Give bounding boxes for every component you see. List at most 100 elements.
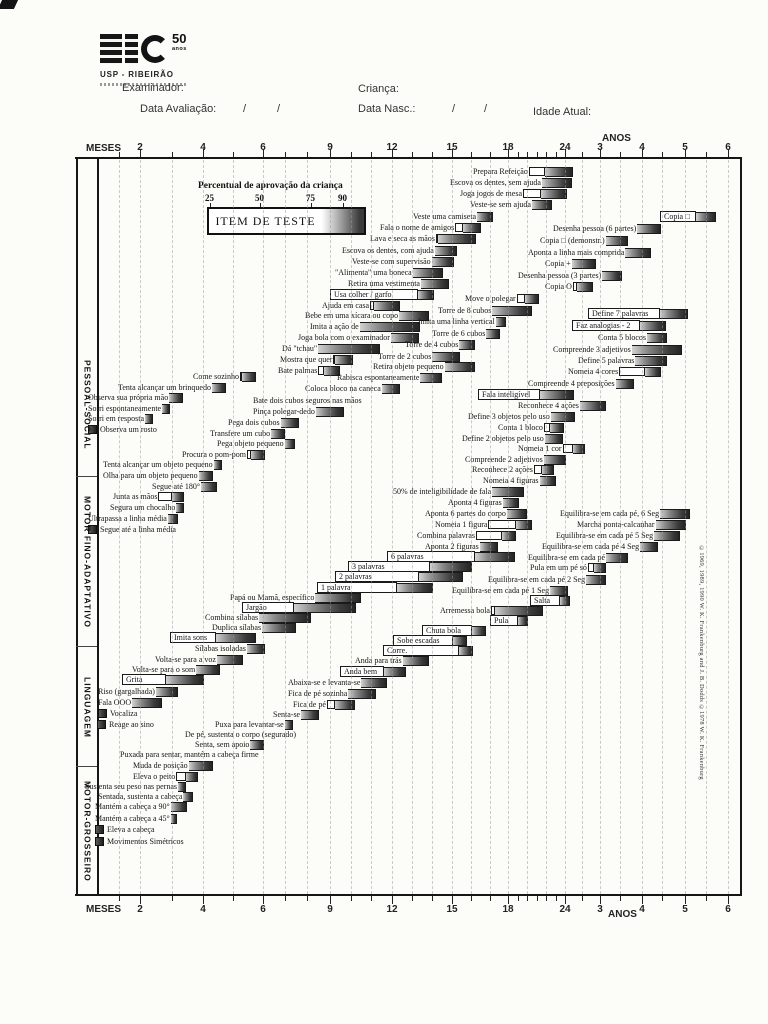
item-label: Retira objeto pequeno [373,361,444,371]
item-label: Joga bola com o examinador [298,332,390,342]
item-bar-shaded [335,354,354,365]
item-bar-shaded [397,582,433,593]
axis-tick-label-top: 9 [327,142,333,153]
gridline [432,160,433,894]
gridline [203,160,204,894]
item-bar-shaded [418,289,434,300]
test-item: Duplica sílabas [212,622,297,633]
item-label: Combina sílabas [205,612,259,622]
test-item: Conta 5 blocos [598,332,667,343]
item-bar-shaded [531,199,552,210]
axis-minor-tick [518,152,519,157]
hc-logo: 50 anos [100,32,187,64]
test-item: Define 7 palavras [588,308,688,319]
legend-tick-mark [260,203,261,207]
chart-border-bottom [75,894,742,896]
axis-tick-mark [203,149,204,157]
test-item: Sorri em resposta [88,413,153,424]
axis-tick-mark [728,149,729,157]
item-bar-shaded [284,438,295,449]
item-bar [240,372,242,381]
gridline [685,160,686,894]
test-item: Tenta alcançar um brinquedo [118,382,226,393]
test-item: Bate palmas [278,365,341,376]
item-label: Compreende 2 adjetivos [465,454,543,464]
item-bar-shaded [183,791,194,802]
item-bar-shaded [315,592,362,603]
item-label: Veste uma camiseta [413,211,477,221]
item-bar [619,367,646,376]
axis-tick-mark [728,896,729,904]
item-label: Equilibra-se em cada pé 4 Seg [542,541,640,551]
axis-minor-tick [412,152,413,157]
item-label: Mantém a cabeça a 90° [95,801,170,811]
item-bar-shaded [550,411,575,422]
test-item: Joga jogos de mesa [460,188,567,199]
item-label: 50% de inteligibilidade de fala [393,486,492,496]
item-bar-shaded [453,635,467,646]
item-bar-shaded [437,233,476,244]
item-bar-shaded [176,502,185,513]
item-bar-shaded [318,343,381,354]
axis-minor-tick [527,896,528,901]
test-item: Pinça polegar-dedo [253,406,344,417]
item-bar-shaded [654,530,681,541]
test-item: Equilibra-se em cada pé, 6 Seg [560,508,691,519]
item-bar-shaded [540,389,574,400]
item-bar-shaded [541,464,554,475]
axis-minor-tick [119,896,120,901]
test-item: Equilibra-se em cada pé [528,552,629,563]
item-bar-shaded [419,571,463,582]
item-label: "Alimenta" uma boneca [335,267,412,277]
item-label: Puxada para sentar, mantém a cabeça firm… [120,749,259,759]
axis-tick-label-bottom: 3 [597,904,603,915]
axis-minor-tick [471,896,472,901]
item-bar-shaded [472,625,486,636]
legend-percent-label: 75 [306,193,315,203]
item-bar-shaded [486,328,501,339]
meses-label-bottom: MESES [86,904,122,915]
test-item: Aponta a linha mais comprida [528,247,652,258]
item-label: Anda bem [340,666,384,677]
item-bar-shaded [420,278,449,289]
item-label: Dá "tchau" [282,343,318,353]
test-item: Segura um chocalho [110,502,185,513]
item-bar-shaded [431,256,454,267]
axis-tick-mark [263,896,264,904]
item-bar-shaded [516,519,533,530]
item-bar-shaded [211,382,226,393]
test-item: Ultrapassa a linha média [88,513,178,524]
item-bar [333,355,336,364]
test-item: Procura o pom-pom [182,449,265,460]
test-item: Ajuda em casa [322,300,401,311]
item-label: Abaixa-se e levanta-se [288,677,361,687]
item-label: Ultrapassa a linha média [88,513,167,523]
gridline [412,160,413,894]
test-item: Olha para um objeto pequeno [103,470,213,481]
axis-minor-tick [706,896,707,901]
item-bar-shaded [251,449,265,460]
item-label: Copia O [545,281,572,291]
item-bar-shaded [432,351,461,362]
item-bar-shaded [216,632,256,643]
crianca-label: Criança: [358,83,399,95]
item-label: Rabisca espontaneamente [337,372,420,382]
item-label: Aponta 6 partes do corpo [425,508,506,518]
item-label: Fica de pé [293,699,326,709]
item-bar [455,223,464,232]
test-item: Fala inteligível [478,389,574,400]
item-bar-shaded [412,267,443,278]
section-divider [76,476,97,477]
item-bar-shaded [374,300,401,311]
gridline [706,160,707,894]
item-label: Escova os dentes, com ajuda [342,245,434,255]
logo-usp-text: USP - RIBEIRÃO [100,70,174,79]
axis-tick-mark [140,896,141,904]
item-label: Define 3 objetos pelo uso [468,411,550,421]
gridline [351,160,352,894]
item-label: Grita [122,674,166,685]
item-label: Sorri espontaneamente [88,403,162,413]
axis-minor-tick [490,152,491,157]
test-item: Pula em um pé só [530,562,606,573]
